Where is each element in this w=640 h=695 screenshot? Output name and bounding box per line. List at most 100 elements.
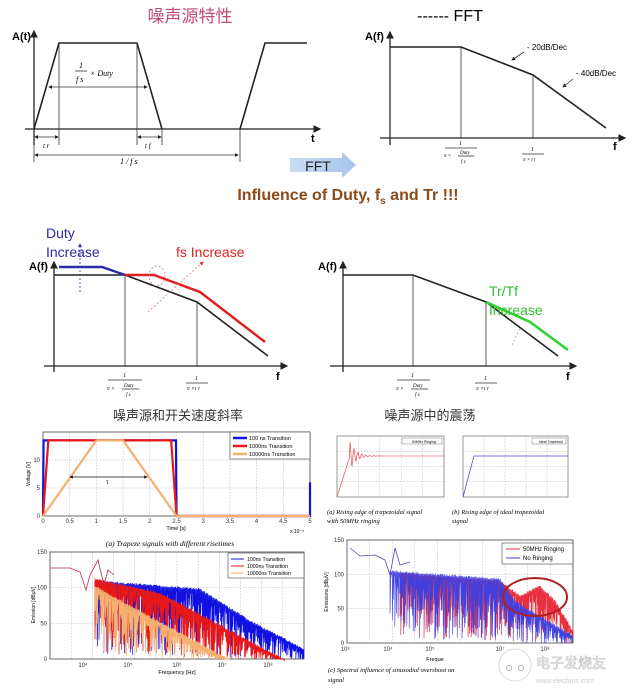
duty-increase-label: Increase (46, 244, 100, 260)
x-axis-label: f (566, 371, 570, 383)
duty: Duty (123, 384, 135, 389)
x-axis-label: Frequency [Hz] (158, 670, 196, 676)
duty-suffix: × Duty (90, 69, 113, 78)
numerator: 1 (411, 373, 414, 379)
watermark: 电子发烧友 www.elecfans.com (498, 648, 606, 685)
y-tick-label: 150 (37, 550, 48, 556)
duty: Duty (412, 384, 424, 389)
legend-item: 100ns Transition (247, 557, 285, 563)
x-tick-label: 4 (255, 519, 259, 525)
corner-freq-2-label: 1 π ×t r (475, 376, 497, 392)
fs: f s (415, 393, 420, 398)
y-tick-label: 0 (37, 514, 41, 520)
headline: Influence of Duty, fs and Tr !!! (237, 187, 458, 207)
switching-speed-title: 噪声源和开关速度斜率 (113, 408, 243, 424)
caption: (a) Trapeze signals with different riset… (106, 539, 234, 548)
legend-item: 10000ns Transition (247, 571, 291, 577)
y-axis-label: A(t) (12, 31, 31, 43)
x-tick-label: 10⁷ (218, 662, 227, 669)
corner-freq-2-label: 1 π ×t r (186, 376, 208, 392)
numerator: 1 (123, 373, 126, 379)
x-tick-label: 1 (95, 519, 99, 525)
legend-item: Ideal Trapezoid (539, 440, 563, 444)
period-label: 1 / f s (120, 157, 138, 166)
spectrum-low-freq (50, 558, 115, 592)
y-axis-label: Emission [dBμV] (31, 586, 37, 623)
denominator: π ×t r (187, 386, 201, 392)
legend: 50MHz Ringing No Ringing (501, 542, 574, 565)
duty-increase-envelope (59, 265, 126, 277)
headline-main: Influence of Duty, f (237, 187, 380, 204)
numerator: 1 (484, 376, 487, 382)
fs: f s (126, 393, 131, 398)
legend-item: 1000ns Transition (249, 444, 292, 450)
y-tick-label: 0 (44, 657, 48, 663)
headline-sub: s (380, 196, 386, 207)
numerator: 1 (459, 141, 462, 147)
duty: Duty (459, 151, 471, 156)
x-axis-label: Freque (426, 657, 443, 663)
spectrum-low-freq (349, 547, 411, 576)
corner-freq-1-label: 1 π × Duty f s (396, 373, 430, 398)
fs: f s (461, 160, 466, 165)
ringing-spectrum-plot: 0 50 100 150 10³ 10⁴ 10⁵ 10⁷ 10⁸ Emissions [dBμV… (324, 538, 574, 684)
duty-label: Duty (46, 225, 75, 241)
x-axis-label: f (276, 371, 280, 383)
denominator: π × t r (523, 158, 536, 163)
corner-freq-2-label: 1 π × t r (522, 147, 544, 163)
y-axis-label: Voltage [V] (26, 461, 32, 486)
slope-40db-label: - 40dB/Dec (576, 69, 616, 78)
fft-arrow: FFT (290, 152, 356, 178)
x-axis-label: f (613, 141, 617, 153)
duty-numerator: 1 (79, 61, 83, 70)
tr-increase-label: Increase (489, 302, 543, 318)
noise-source-title: 噪声源特性 (148, 7, 233, 27)
fft-envelope-diagram: ------ FFT A(f) f - 20dB/Dec - 40dB/Dec … (365, 8, 627, 165)
fs-increase-label: fs Increase (176, 244, 245, 260)
tr-tf-label: Tr/Tf (489, 283, 518, 299)
x-tick-label: 10⁴ (383, 646, 393, 653)
fall-time-label: t f (145, 142, 152, 150)
tau-label: τ (106, 480, 109, 486)
pulse-1 (33, 42, 163, 130)
caption-b-line1: (b) Rising edge of ideal trapezoidal (452, 509, 544, 516)
corner-freq-1-label: 1 π × Duty f s (444, 141, 477, 165)
x-tick-label: 1.5 (119, 519, 128, 525)
x-tick-label: 5 (308, 519, 312, 525)
y-axis-label: A(f) (318, 261, 337, 273)
x-tick-label: 3.5 (226, 519, 235, 525)
x-tick-label: 10⁶ (172, 662, 182, 669)
fft-arrow-label: FFT (305, 158, 331, 174)
pi: π × (444, 154, 451, 159)
legend-item: 50MHz Ringing (412, 440, 436, 444)
x-tick-label: 10⁸ (263, 662, 273, 669)
pi: π × (396, 386, 404, 392)
x-tick-label: 10⁸ (540, 646, 550, 653)
y-tick-label: 10 (33, 458, 40, 464)
duty-denominator: f s (76, 75, 83, 84)
y-tick-label: 100 (334, 572, 345, 578)
x-tick-label: 2.5 (172, 519, 181, 525)
caption-b-line2: signal (452, 518, 468, 525)
trapezoid-time-diagram: 噪声源特性 A(t) t 1 f s × Duty t r t f 1 / f … (12, 7, 322, 166)
x-axis-label: Time [s] (166, 526, 186, 532)
y-tick-label: 150 (334, 538, 345, 544)
spectrum-no-ringing (389, 570, 573, 644)
headline-tail: and Tr !!! (386, 187, 459, 204)
baseline-envelope (54, 274, 269, 357)
duty-fs-influence-diagram: Duty Increase fs Increase A(f) f 1 π × D… (29, 225, 289, 398)
caption-c-line2: signal (328, 677, 344, 684)
envelope-line (390, 46, 607, 129)
caption-a-line1: (a) Rising edge of trapezoidal signal (327, 509, 422, 516)
y-tick-label: 100 (37, 586, 48, 592)
pi: π × (107, 386, 115, 392)
numerator: 1 (195, 376, 198, 382)
x-tick-label: 10⁵ (123, 662, 133, 669)
rise-time-influence-diagram: A(f) f Tr/Tf Increase 1 π × Duty f s 1 π… (318, 260, 578, 398)
x-tick-label: 10⁴ (78, 662, 88, 669)
legend-item: 10000ns Transition (249, 452, 295, 458)
x-tick-label: 3 (202, 519, 206, 525)
ideal-edge-plot: Ideal Trapezoid (b) Rising edge of ideal… (452, 435, 569, 525)
denominator: π ×t r (476, 386, 490, 392)
legend-item: 100 ns Transition (249, 436, 291, 442)
